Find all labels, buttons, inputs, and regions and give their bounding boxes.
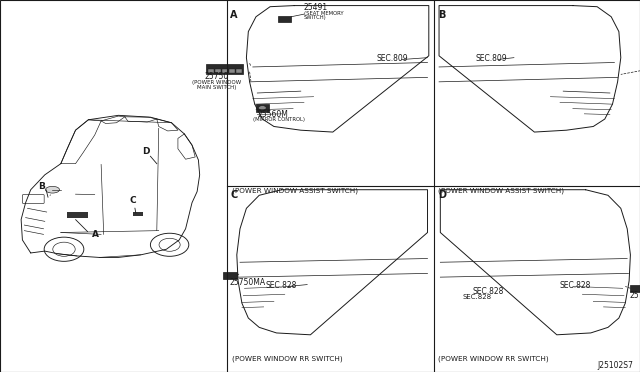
Text: D: D — [438, 190, 447, 201]
Text: A: A — [92, 230, 99, 239]
Text: (POWER WINDOW RR SWITCH): (POWER WINDOW RR SWITCH) — [232, 355, 342, 362]
Bar — [208, 69, 214, 73]
Ellipse shape — [45, 186, 60, 193]
Text: C: C — [130, 196, 136, 205]
Bar — [256, 104, 269, 112]
Text: A: A — [230, 10, 238, 20]
Text: SEC.828: SEC.828 — [463, 295, 492, 301]
Bar — [229, 69, 235, 73]
Ellipse shape — [150, 233, 189, 256]
Text: (SEAT MEMORY: (SEAT MEMORY — [304, 11, 344, 16]
Bar — [236, 69, 242, 73]
Bar — [67, 212, 88, 218]
Bar — [133, 212, 143, 216]
Text: 25491: 25491 — [304, 3, 328, 12]
Bar — [215, 69, 221, 73]
Ellipse shape — [52, 242, 76, 256]
Text: B: B — [38, 182, 45, 191]
Text: 25750: 25750 — [204, 72, 228, 81]
Text: (POWER WINDOW ASSIST SWITCH): (POWER WINDOW ASSIST SWITCH) — [232, 188, 358, 194]
Bar — [630, 285, 640, 292]
Text: SWITCH): SWITCH) — [304, 15, 327, 20]
Ellipse shape — [44, 237, 84, 261]
Text: B: B — [438, 10, 446, 20]
Text: (POWER WINDOW ASSIST SWITCH): (POWER WINDOW ASSIST SWITCH) — [438, 188, 564, 194]
Text: SEC.828: SEC.828 — [560, 281, 591, 290]
Text: SEC.828: SEC.828 — [472, 287, 504, 296]
Text: J25102S7: J25102S7 — [598, 361, 634, 370]
Text: SEC.809: SEC.809 — [376, 54, 408, 63]
Circle shape — [259, 106, 266, 110]
Text: 25560M: 25560M — [257, 110, 288, 119]
Text: (MIRROR CONTROL): (MIRROR CONTROL) — [253, 117, 305, 122]
Text: 25750MA: 25750MA — [629, 291, 640, 300]
Bar — [223, 272, 237, 279]
Text: (POWER WINDOW RR SWITCH): (POWER WINDOW RR SWITCH) — [438, 355, 549, 362]
Bar — [222, 69, 228, 73]
Text: D: D — [142, 147, 150, 156]
Text: 25750MA: 25750MA — [229, 278, 265, 287]
Ellipse shape — [159, 238, 180, 251]
Text: SEC.809: SEC.809 — [476, 54, 507, 63]
Text: C: C — [230, 190, 237, 201]
Text: SEC.828: SEC.828 — [266, 281, 297, 290]
Text: (POWER WINDOW: (POWER WINDOW — [192, 80, 241, 86]
Text: MAIN SWITCH): MAIN SWITCH) — [196, 84, 236, 90]
Bar — [206, 64, 243, 74]
Bar — [278, 16, 291, 22]
